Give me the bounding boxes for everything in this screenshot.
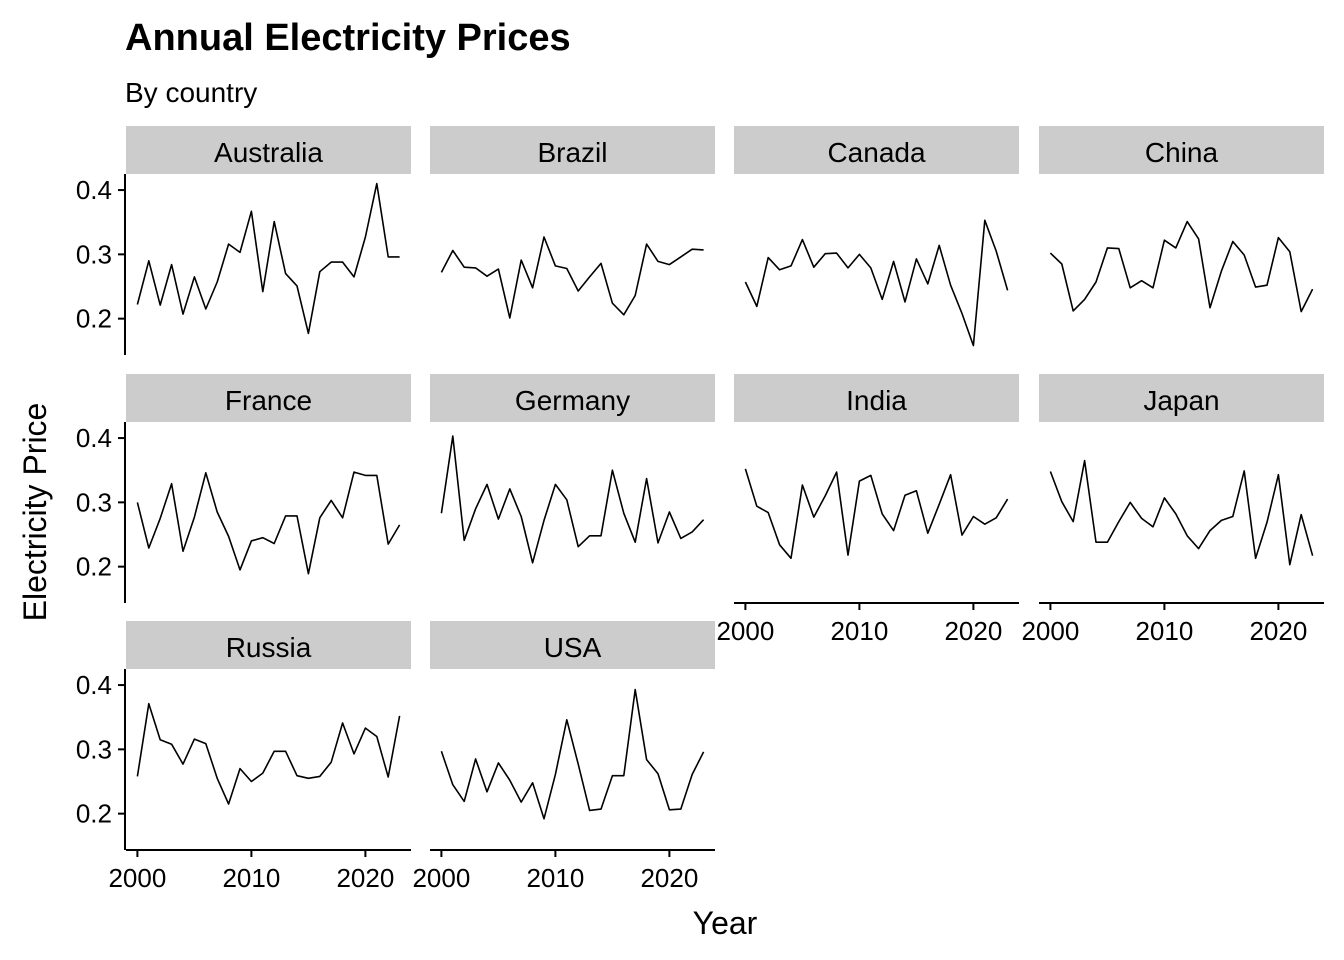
facet-strip-label: Brazil [537,137,607,168]
facet-strip-label: Germany [515,385,630,416]
series-line [136,471,401,575]
facet-strip [734,374,1019,422]
x-tick-label: 2020 [640,863,698,893]
y-tick-label: 0.4 [76,423,112,453]
facet-strip [1039,374,1324,422]
facet-strip-label: China [1145,137,1219,168]
facet-strip-label: Russia [226,632,312,663]
facet-strip-label: India [846,385,907,416]
facet-panel: USA 2000 2010 2020 [412,621,715,893]
x-tick-label: 2020 [336,863,394,893]
y-tick-label: 0.2 [76,304,112,334]
series-line [744,219,1009,347]
facet-strip [430,374,715,422]
facet-panel: Japan 2000 2010 2020 [1021,374,1324,646]
facet-strip-label: France [225,385,312,416]
x-tick-label: 2020 [944,616,1002,646]
x-tick-label: 2010 [1135,616,1193,646]
series-line [1049,459,1314,566]
x-tick-label: 2000 [1021,616,1079,646]
facet-panel: India 2000 2010 2020 [716,374,1019,646]
y-tick-label: 0.3 [76,239,112,269]
x-tick-label: 2020 [1249,616,1307,646]
facet-strip-label: USA [544,632,602,663]
y-tick-label: 0.2 [76,552,112,582]
x-tick-label: 2000 [716,616,774,646]
y-tick-label: 0.2 [76,799,112,829]
series-line [440,688,705,820]
y-axis-label: Electricity Price [17,403,53,622]
facet-panel: Germany [430,374,715,564]
facet-strip [126,126,411,174]
facet-panel: Canada [734,126,1019,347]
facet-panel: Brazil [430,126,715,319]
facet-panel: China [1039,126,1324,313]
facet-strip-label: Canada [827,137,926,168]
series-line [136,702,401,805]
x-tick-label: 2000 [108,863,166,893]
chart-subtitle: By country [125,77,257,108]
y-tick-label: 0.4 [76,175,112,205]
facet-strip-label: Australia [214,137,323,168]
x-tick-label: 2010 [222,863,280,893]
facet-strip [1039,126,1324,174]
series-line [440,435,705,564]
series-line [1049,220,1314,313]
x-axis-label: Year [693,905,758,941]
facet-panel: France 0.2 0.3 0.4 [76,374,411,603]
facet-panel: Russia 0.2 0.3 0.4 2000 2010 2020 [76,621,411,893]
series-line [440,236,704,319]
facet-panels: Australia 0.2 0.3 0.4 Brazil Canada China Franc… [76,126,1324,893]
y-tick-label: 0.4 [76,670,112,700]
series-line [136,182,400,335]
chart-title: Annual Electricity Prices [125,17,571,59]
facet-strip [734,126,1019,174]
facet-strip [430,621,715,669]
y-tick-label: 0.3 [76,734,112,764]
x-tick-label: 2000 [412,863,470,893]
facet-strip [126,374,411,422]
x-tick-label: 2010 [526,863,584,893]
x-tick-label: 2010 [830,616,888,646]
facet-strip [126,621,411,669]
series-line [744,468,1009,560]
facet-strip [430,126,715,174]
y-tick-label: 0.3 [76,487,112,517]
facet-strip-label: Japan [1143,385,1219,416]
facet-panel: Australia 0.2 0.3 0.4 [76,126,411,355]
